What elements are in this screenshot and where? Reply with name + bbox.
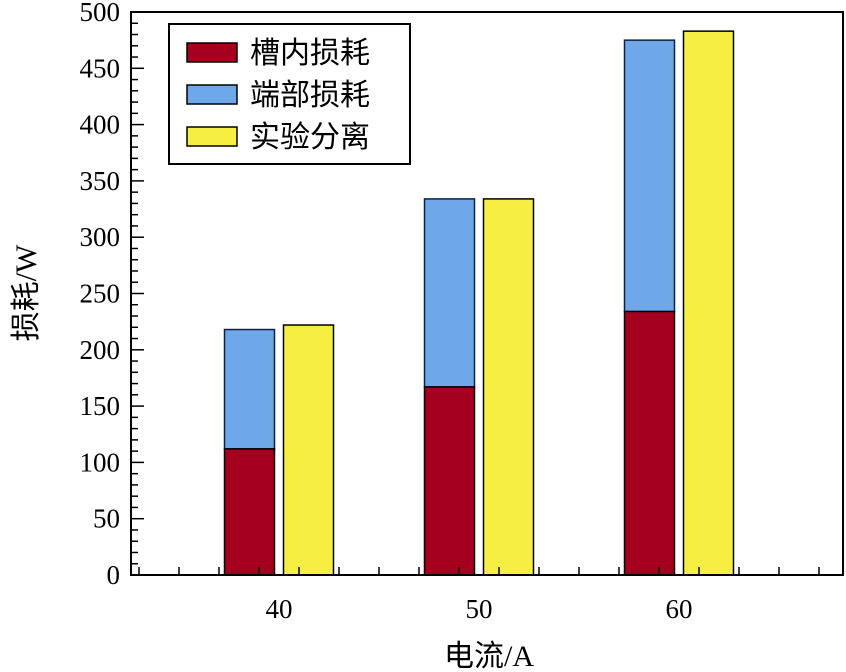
legend-label-end-loss: 端部损耗 xyxy=(250,78,370,113)
bar-experiment xyxy=(682,30,735,576)
y-tick-label: 200 xyxy=(80,335,121,365)
y-axis: 0 50 100 150 200 250 300 350 400 450 500 xyxy=(80,0,144,590)
bars-layer xyxy=(223,30,735,576)
y-tick-label: 450 xyxy=(80,53,121,83)
bar-slot-loss xyxy=(223,448,276,576)
x-tick-label: 60 xyxy=(666,594,693,624)
legend-swatch-slot-loss xyxy=(186,42,238,63)
bar-slot-loss xyxy=(423,386,476,576)
y-tick-label: 300 xyxy=(80,222,121,252)
y-tick-label: 400 xyxy=(80,110,121,140)
legend-item-experiment: 实验分离 xyxy=(186,120,370,155)
bar-group-60 xyxy=(623,30,735,576)
y-tick-label: 150 xyxy=(80,391,121,421)
legend-label-slot-loss: 槽内损耗 xyxy=(250,36,370,71)
x-axis: 40 50 60 xyxy=(138,567,820,624)
bar-group-50 xyxy=(423,198,535,576)
y-tick-label: 500 xyxy=(80,0,121,27)
bar-end-loss xyxy=(223,328,276,450)
legend-swatch-end-loss xyxy=(186,84,238,105)
y-tick-label: 350 xyxy=(80,166,121,196)
legend: 槽内损耗 端部损耗 实验分离 xyxy=(168,23,411,165)
y-tick-label: 0 xyxy=(107,560,121,590)
plot-frame xyxy=(130,11,844,576)
y-tick-label: 50 xyxy=(93,504,120,534)
bar-slot-loss xyxy=(623,310,676,576)
y-tick-label: 100 xyxy=(80,447,121,477)
legend-swatch-experiment xyxy=(186,126,238,147)
legend-item-slot-loss: 槽内损耗 xyxy=(186,36,370,71)
legend-item-end-loss: 端部损耗 xyxy=(186,78,370,113)
bar-end-loss xyxy=(423,198,476,388)
x-tick-label: 40 xyxy=(266,594,293,624)
x-tick-label: 50 xyxy=(466,594,493,624)
bar-end-loss xyxy=(623,39,676,313)
bar-experiment xyxy=(282,324,335,576)
legend-label-experiment: 实验分离 xyxy=(250,120,370,155)
y-axis-title: 损耗/W xyxy=(10,244,43,341)
x-axis-title: 电流/A xyxy=(444,640,534,672)
bar-group-40 xyxy=(223,324,335,576)
y-tick-label: 250 xyxy=(80,279,121,309)
bar-experiment xyxy=(482,198,535,576)
